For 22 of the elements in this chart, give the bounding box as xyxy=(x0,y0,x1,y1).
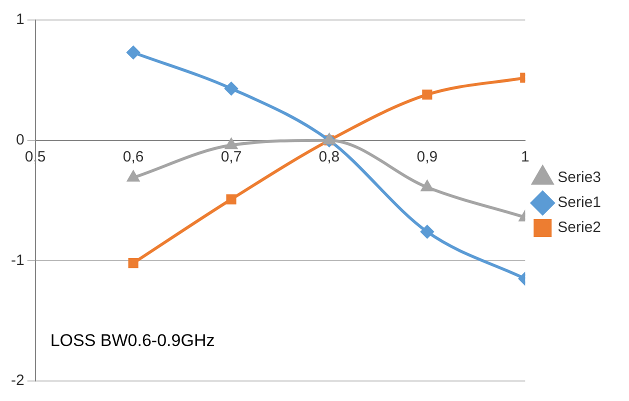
x-tick-label: 0,8 xyxy=(318,148,340,166)
point xyxy=(226,194,236,204)
legend-label: Serie2 xyxy=(558,219,601,236)
legend-label: Serie3 xyxy=(558,169,601,186)
point xyxy=(224,82,238,96)
legend-label: Serie1 xyxy=(558,194,601,212)
y-tick-label: 0 xyxy=(16,131,24,148)
y-tick-label: -2 xyxy=(10,372,24,390)
point xyxy=(128,258,138,268)
annotation: LOSS BW0.6-0.9GHz xyxy=(50,331,215,350)
x-tick-label: 0,7 xyxy=(220,148,242,166)
y-tick-label: 1 xyxy=(16,11,24,28)
point xyxy=(421,180,434,192)
point xyxy=(126,46,140,59)
x-tick-label: 0,6 xyxy=(122,148,144,166)
x-tick-label: 1 xyxy=(520,148,530,166)
point xyxy=(225,138,238,150)
y-tick-label: -1 xyxy=(10,252,24,269)
point xyxy=(422,90,432,100)
point xyxy=(420,225,434,238)
point xyxy=(127,171,140,182)
x-tick-label: 0,9 xyxy=(416,148,438,166)
